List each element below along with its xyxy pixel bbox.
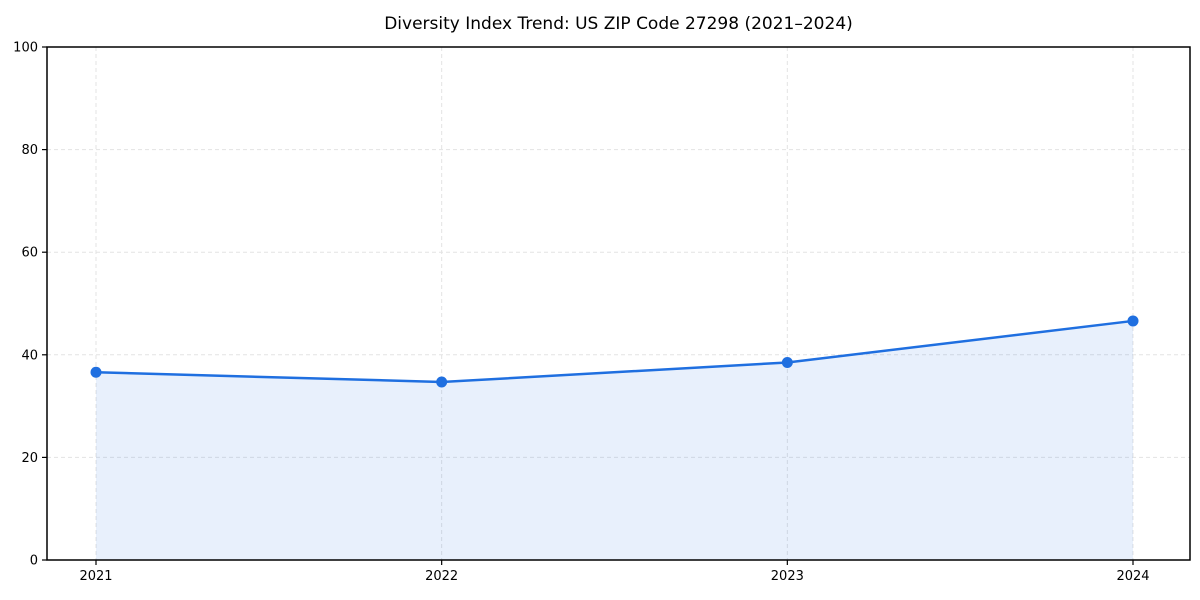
x-tick-label: 2021	[79, 569, 112, 584]
plot-frame	[46, 46, 1191, 561]
y-tick-label: 80	[21, 143, 38, 158]
data-point-2021	[90, 366, 102, 378]
data-point-2023	[781, 356, 793, 368]
x-tick-label: 2023	[771, 569, 804, 584]
area-fill	[96, 320, 1133, 560]
data-point-2022	[436, 376, 448, 388]
x-tick-label: 2022	[425, 569, 458, 584]
chart-title: Diversity Index Trend: US ZIP Code 27298…	[384, 14, 853, 34]
y-tick-label: 40	[21, 348, 38, 363]
y-tick-label: 0	[30, 554, 38, 569]
x-tick-label: 2024	[1116, 569, 1149, 584]
trend-line	[94, 319, 1135, 384]
y-tick-label: 100	[13, 41, 38, 56]
data-point-2024	[1127, 315, 1139, 327]
y-tick-label: 60	[21, 246, 38, 261]
y-tick-label: 20	[21, 451, 38, 466]
